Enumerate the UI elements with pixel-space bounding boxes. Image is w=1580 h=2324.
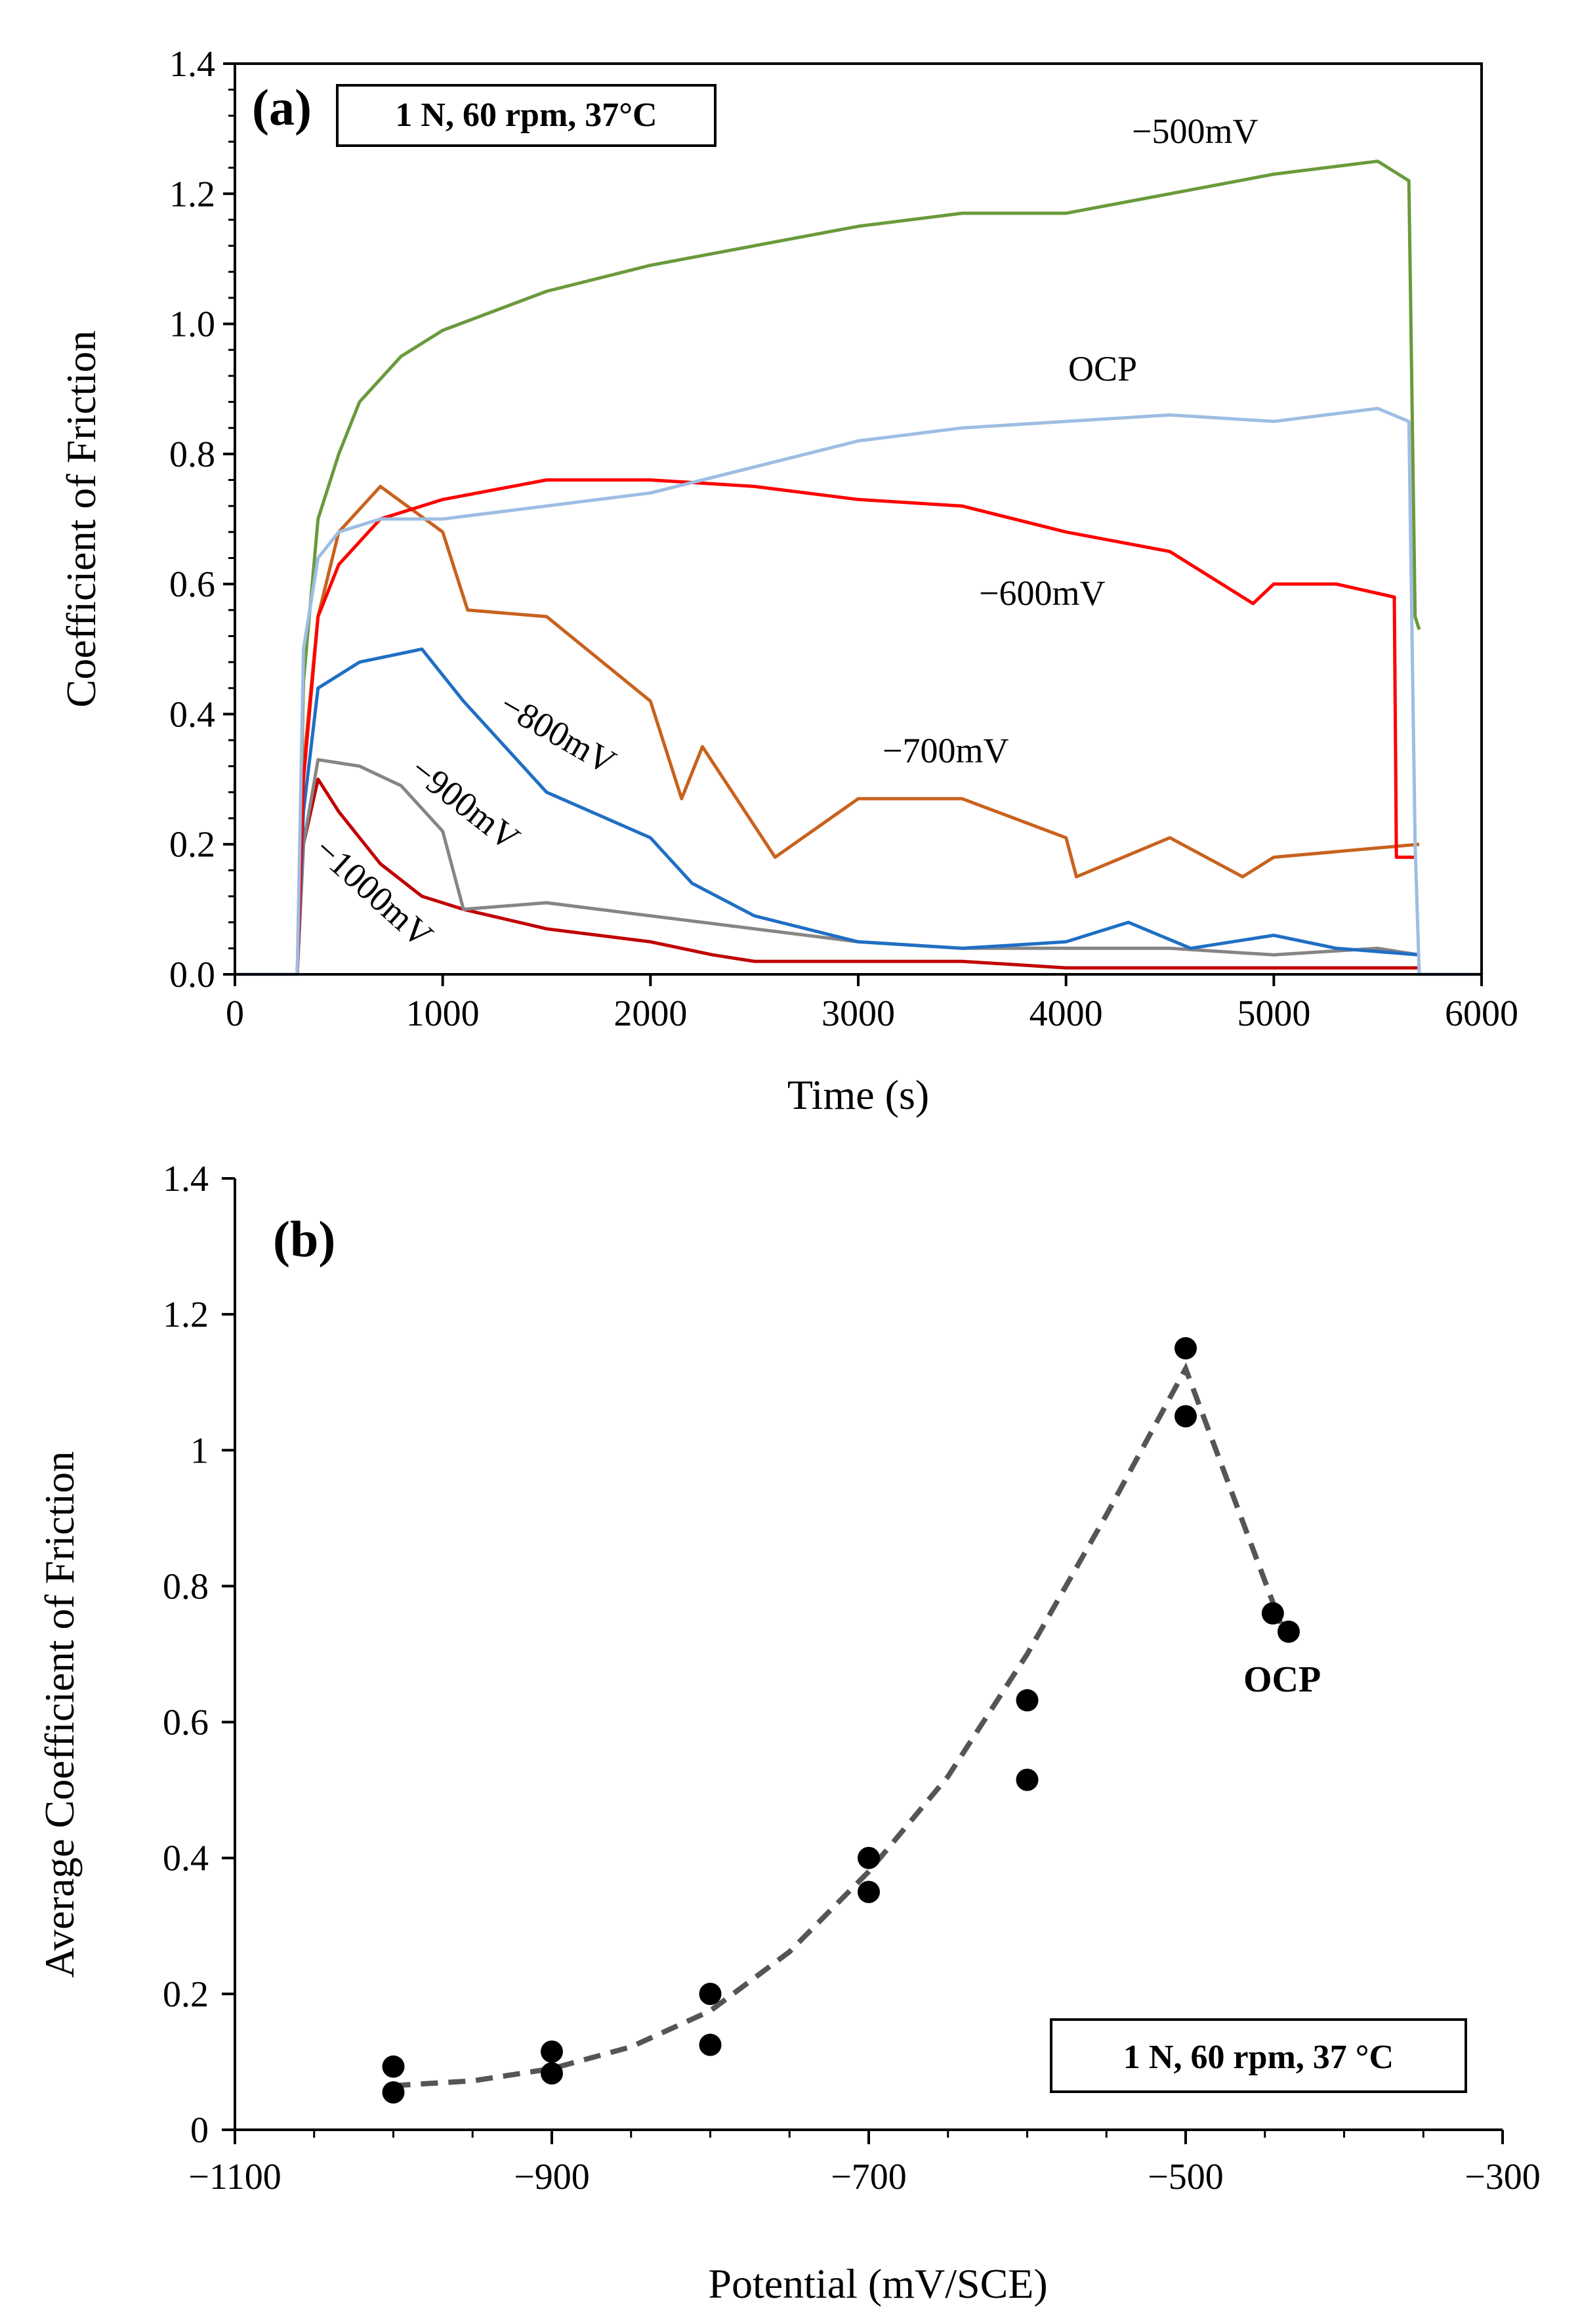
label-minus-900mv: −900mV	[404, 749, 528, 858]
panel-a-x-axis-title: Time (s)	[787, 1071, 929, 1118]
label-minus-500mv: −500mV	[1132, 112, 1258, 151]
data-point	[541, 2040, 563, 2063]
panel-a-label: (a)	[252, 79, 312, 136]
series-line-ocp	[235, 407, 1482, 976]
data-point	[541, 2062, 563, 2085]
panel-b-y-tick-label: 1.4	[163, 1159, 209, 1199]
panel-a-x-tick-label: 0	[226, 993, 244, 1034]
series-line-minus-600mv	[295, 478, 1415, 975]
data-point	[1175, 1337, 1197, 1359]
panel-b-annotation: 1 N, 60 rpm, 37 °C	[1123, 2039, 1394, 2076]
panel-a-y-tick-label: 1.2	[169, 174, 215, 215]
panel-a-y-tick-label: 0.6	[169, 564, 215, 605]
panel-a-y-tick-label: 0.4	[169, 694, 215, 735]
panel-b-y-axis-title: Average Coefficient of Friction	[36, 1451, 83, 1978]
panel-b-y-tick-label: 0	[190, 2110, 209, 2151]
label-minus-1000mv: −1000mV	[307, 829, 440, 955]
panel-b-y-tick-label: 0.8	[163, 1566, 209, 1607]
panel-a-x-tick-label: 4000	[1029, 993, 1103, 1034]
panel-a-x-tick-label: 1000	[406, 993, 480, 1034]
label-ocp: OCP	[1068, 349, 1137, 388]
data-point	[858, 1846, 880, 1869]
data-point	[382, 2055, 405, 2078]
data-point	[699, 2033, 722, 2056]
label-minus-700mv: −700mV	[883, 731, 1008, 770]
panel-b-x-tick-label: −500	[1148, 2157, 1224, 2197]
panel-b-y-tick-label: 1.2	[163, 1295, 209, 1335]
panel-b-y-tick-label: 0.4	[163, 1838, 209, 1879]
panel-a: 0 1000 2000 3000 4000 5000 6000 0.0 0.2 0.4 0.6 0.8…	[58, 44, 1518, 1118]
data-point	[1277, 1620, 1300, 1643]
panel-b-x-tick-label: −300	[1465, 2157, 1541, 2197]
panel-b-y-tick-label: 1	[190, 1430, 209, 1471]
data-point	[699, 1982, 722, 2005]
data-point	[1175, 1405, 1197, 1428]
panel-b-x-tick-label: −900	[514, 2157, 590, 2197]
panel-a-y-tick-label: 0.2	[169, 825, 215, 865]
panel-a-y-axis-title: Coefficient of Friction	[58, 331, 104, 708]
panel-a-y-tick-label: 1.0	[169, 304, 215, 345]
panel-b-trendline	[393, 1362, 1283, 2088]
panel-b-x-tick-label: −700	[831, 2157, 907, 2197]
series-line-minus-700mv	[295, 484, 1420, 975]
panel-a-series	[235, 159, 1482, 976]
data-point	[1261, 1602, 1284, 1625]
panel-a-x-tick-label: 2000	[613, 993, 687, 1034]
panel-a-y-tick-label: 0.8	[169, 434, 215, 475]
panel-b-label: (b)	[273, 1211, 335, 1268]
series-line-minus-500mv	[235, 159, 1421, 976]
panel-b-y-tick-label: 0.6	[163, 1703, 209, 1743]
panel-b-points	[382, 1337, 1300, 2104]
series-line-minus-800mv	[295, 647, 1420, 975]
data-point	[1016, 1768, 1039, 1791]
panel-a-x-tick-label: 6000	[1445, 993, 1518, 1034]
panel-b-y-tick-label: 0.2	[163, 1974, 209, 2015]
data-point	[1016, 1689, 1039, 1712]
label-minus-600mv: −600mV	[979, 573, 1105, 613]
panel-a-y-tick-label: 0.0	[169, 955, 215, 995]
panel-b-x-tick-label: −1100	[188, 2157, 281, 2197]
panel-b: −1100 −900 −700 −500 −300 0 0.2 0.4 0.6 0.8 1 1.2 1.…	[36, 1159, 1541, 2307]
series-line-minus-900mv	[295, 758, 1420, 975]
panel-a-x-tick-label: 3000	[821, 993, 895, 1034]
panel-b-x-axis-title: Potential (mV/SCE)	[708, 2260, 1047, 2307]
data-point	[858, 1880, 880, 1903]
label-minus-800mv: −800mV	[493, 684, 623, 781]
panel-a-y-tick-label: 1.4	[169, 44, 215, 85]
panel-b-axes: −1100 −900 −700 −500 −300 0 0.2 0.4 0.6 0.8 1 1.2 1.…	[163, 1159, 1541, 2197]
panel-b-annotation-box	[1050, 2018, 1467, 2093]
data-point	[382, 2081, 405, 2104]
panel-a-axes: 0 1000 2000 3000 4000 5000 6000 0.0 0.2 0.4 0.6 0.8…	[169, 44, 1518, 1034]
series-line-minus-1000mv	[295, 778, 1419, 975]
panel-b-ocp-label: OCP	[1243, 1659, 1321, 1700]
panel-a-annotation: 1 N, 60 rpm, 37°C	[395, 96, 657, 134]
panel-a-x-tick-label: 5000	[1237, 993, 1310, 1034]
panel-a-annotation-box	[336, 84, 717, 147]
